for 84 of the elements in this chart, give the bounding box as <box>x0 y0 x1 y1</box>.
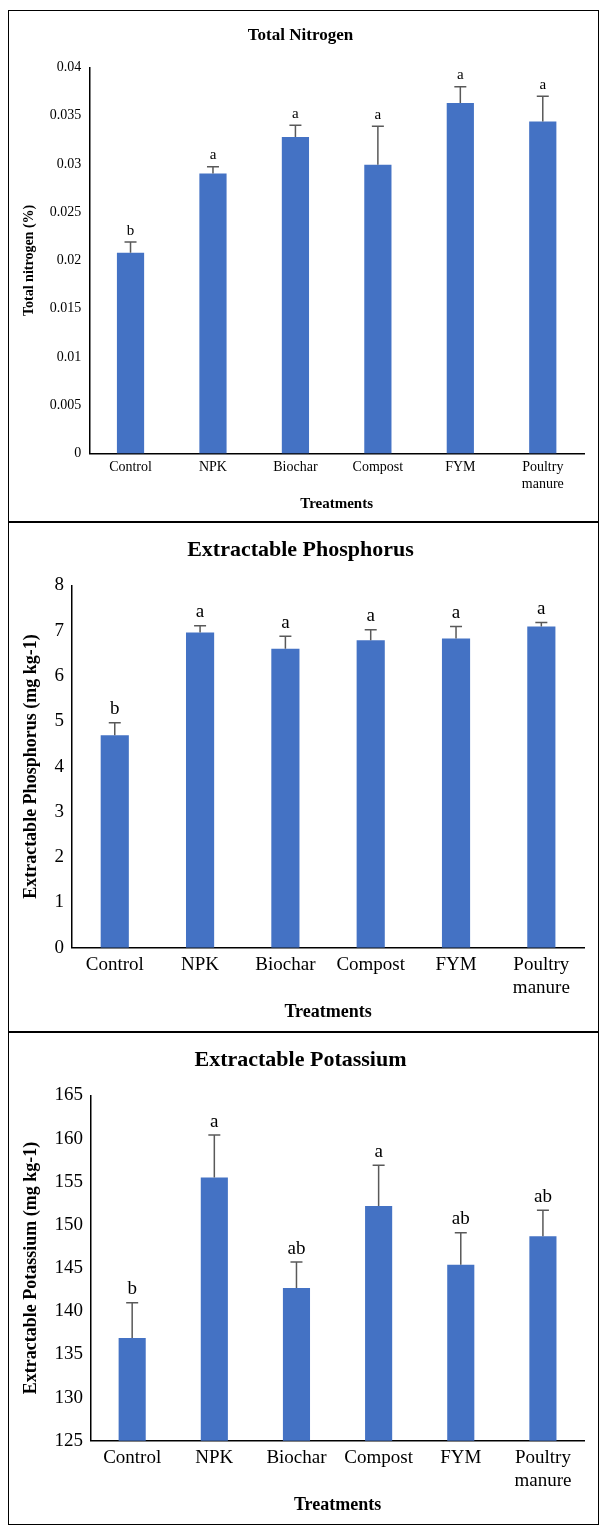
annotation: a <box>209 146 217 163</box>
annotation: ab <box>287 1236 306 1258</box>
y-tick-label: 0.005 <box>49 396 82 412</box>
y-tick-label: 0 <box>74 445 82 461</box>
y-tick-label: 150 <box>54 1212 84 1234</box>
annotation: a <box>539 75 547 92</box>
y-axis-title: Extractable Potassium (mg kg-1) <box>20 1141 42 1395</box>
bar <box>441 638 471 948</box>
x-tick-label: NPK <box>195 1446 234 1468</box>
bar <box>529 121 557 454</box>
bar <box>186 632 215 948</box>
y-tick-label: 0.01 <box>56 348 82 364</box>
chart-title: Extractable Potassium <box>194 1045 407 1071</box>
y-tick-label: 7 <box>54 618 65 640</box>
y-tick-label: 140 <box>54 1299 84 1321</box>
x-axis-title: Treatments <box>284 1000 372 1021</box>
bar <box>281 136 310 454</box>
bar <box>199 173 227 454</box>
annotation: a <box>366 604 376 626</box>
annotation: a <box>281 610 291 632</box>
bar <box>271 648 300 948</box>
bar <box>446 103 474 454</box>
x-axis-title: Treatments <box>300 494 374 511</box>
x-tick-label: NPK <box>198 459 227 475</box>
y-tick-label: 2 <box>54 845 65 867</box>
x-tick-label: FYM <box>445 459 477 475</box>
y-tick-label: 130 <box>54 1385 84 1407</box>
bar <box>356 640 385 948</box>
y-tick-label: 0.02 <box>56 252 82 268</box>
y-tick-label: 135 <box>54 1342 84 1364</box>
y-tick-label: 3 <box>54 799 65 821</box>
annotation: b <box>126 221 135 238</box>
bar <box>364 164 392 454</box>
x-tick-label: Control <box>103 1446 162 1468</box>
y-tick-label: 165 <box>54 1083 84 1105</box>
y-tick-label: 0.04 <box>56 59 82 75</box>
x-tick-label: FYM <box>440 1446 482 1468</box>
y-tick-label: 0 <box>54 935 65 957</box>
annotation: a <box>451 601 461 623</box>
x-axis-title: Treatments <box>293 1493 382 1514</box>
x-tick-label: Compost <box>336 953 406 975</box>
x-tick-label: Control <box>85 953 144 975</box>
y-tick-label: 0.035 <box>49 107 82 123</box>
annotation: b <box>110 697 120 719</box>
x-tick-label: Biochar <box>273 459 318 475</box>
y-tick-label: 5 <box>54 709 65 731</box>
y-axis-title: Extractable Phosphorus (mg kg-1) <box>20 634 42 899</box>
x-tick-label: Poultry manure <box>514 1446 572 1490</box>
y-tick-label: 0.015 <box>49 300 82 316</box>
bar <box>527 626 556 948</box>
x-tick-label: Biochar <box>266 1446 328 1468</box>
y-tick-label: 125 <box>54 1428 84 1450</box>
annotation: a <box>374 105 382 122</box>
annotation: b <box>127 1277 137 1299</box>
x-tick-label: Biochar <box>255 953 317 975</box>
annotation: a <box>195 600 205 622</box>
annotation: a <box>374 1139 384 1161</box>
annotation: a <box>537 597 547 619</box>
bar <box>116 252 145 454</box>
y-tick-label: 155 <box>54 1169 84 1191</box>
x-tick-label: Compost <box>344 1446 414 1468</box>
annotation: ab <box>451 1207 470 1229</box>
y-tick-label: 1 <box>54 890 65 912</box>
y-tick-label: 8 <box>54 573 65 595</box>
annotation: a <box>292 104 300 121</box>
y-axis-title: Total nitrogen (%) <box>21 204 38 317</box>
y-tick-label: 160 <box>54 1126 84 1148</box>
x-tick-label: NPK <box>181 953 220 975</box>
annotation: a <box>456 66 464 83</box>
y-tick-label: 6 <box>54 663 65 685</box>
annotation: a <box>210 1109 220 1131</box>
y-tick-label: 0.025 <box>49 203 82 219</box>
annotation: ab <box>533 1184 552 1206</box>
x-tick-label: Poultry manure <box>521 459 564 492</box>
x-tick-label: Compost <box>352 459 404 475</box>
chart-title: Extractable Phosphorus <box>187 535 415 561</box>
chart-title: Total Nitrogen <box>247 24 354 44</box>
bar <box>100 735 129 948</box>
y-tick-label: 4 <box>54 754 65 776</box>
y-tick-label: 0.03 <box>56 155 82 171</box>
x-tick-label: FYM <box>435 953 477 975</box>
x-tick-label: Control <box>109 459 153 475</box>
y-tick-label: 145 <box>54 1256 84 1278</box>
x-tick-label: Poultry manure <box>512 953 570 997</box>
